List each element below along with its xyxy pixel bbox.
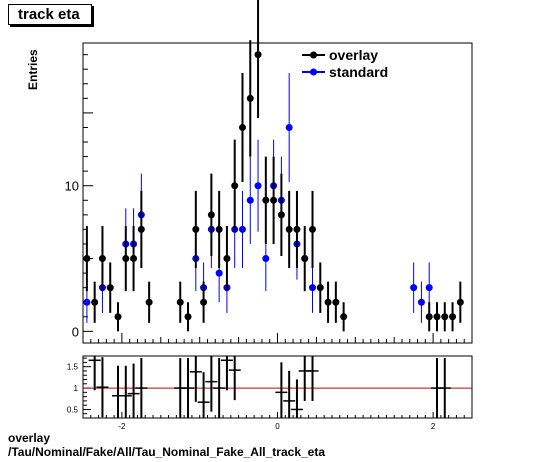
overlay-point — [114, 313, 122, 321]
overlay-point — [106, 284, 114, 292]
y-tick-label: 10 — [65, 179, 79, 194]
ratio-x-tick-label: -2 — [118, 422, 126, 431]
overlay-point — [238, 123, 246, 131]
standard-point — [410, 284, 418, 292]
standard-point — [215, 269, 223, 277]
overlay-point — [449, 313, 457, 321]
overlay-point — [293, 225, 301, 233]
standard-point — [83, 298, 91, 306]
overlay-point — [145, 298, 153, 306]
main-plot: 0 10 — [65, 0, 473, 344]
overlay-point — [309, 225, 317, 233]
overlay-point — [130, 255, 138, 263]
overlay-point — [340, 313, 348, 321]
legend-label-standard: standard — [329, 64, 388, 80]
overlay-point — [184, 313, 192, 321]
ratio-x-tick-label: 2 — [431, 422, 436, 431]
y-tick-label: 0 — [72, 324, 79, 339]
footer-label: overlay — [8, 431, 51, 445]
overlay-point — [433, 313, 441, 321]
overlay-point — [425, 313, 433, 321]
overlay-point — [231, 182, 239, 190]
overlay-point — [176, 298, 184, 306]
overlay-point — [122, 255, 130, 263]
overlay-point — [316, 284, 324, 292]
ratio-x-tick-label: 0 — [275, 422, 280, 431]
ratio-y-tick-label: 1 — [74, 384, 79, 393]
standard-point — [238, 225, 246, 233]
overlay-point — [200, 298, 208, 306]
overlay-point — [270, 196, 278, 204]
overlay-point — [324, 298, 332, 306]
ratio-y-tick-label: 0.5 — [67, 405, 79, 414]
overlay-point — [246, 94, 254, 102]
overlay-point — [456, 298, 464, 306]
overlay-point — [441, 313, 449, 321]
legend-marker-standard — [310, 68, 317, 76]
overlay-point — [83, 255, 91, 263]
overlay-point — [91, 298, 99, 306]
overlay-point — [98, 255, 106, 263]
standard-point — [246, 196, 254, 204]
overlay-point — [215, 225, 223, 233]
overlay-point — [207, 211, 215, 219]
overlay-point — [137, 225, 145, 233]
footer-path: /Tau/Nominal/Fake/All/Tau_Nominal_Fake_A… — [8, 445, 326, 459]
ratio-plot: 0.5 1 1.5 -2 0 2 — [67, 355, 473, 431]
standard-point — [262, 255, 270, 263]
overlay-point — [301, 255, 309, 263]
overlay-point — [277, 211, 285, 219]
legend-label-overlay: overlay — [329, 47, 378, 63]
overlay-point — [192, 225, 200, 233]
overlay-point — [332, 298, 340, 306]
overlay-point — [285, 225, 293, 233]
histogram-title: track eta — [8, 4, 92, 25]
overlay-point — [262, 196, 270, 204]
overlay-point — [254, 51, 262, 59]
ratio-y-tick-label: 1.5 — [67, 363, 79, 372]
standard-point — [309, 284, 317, 292]
legend-marker-overlay — [310, 51, 317, 59]
standard-point — [254, 182, 262, 190]
standard-point — [285, 123, 293, 131]
standard-point — [425, 284, 433, 292]
standard-point — [417, 298, 425, 306]
overlay-point — [223, 255, 231, 263]
